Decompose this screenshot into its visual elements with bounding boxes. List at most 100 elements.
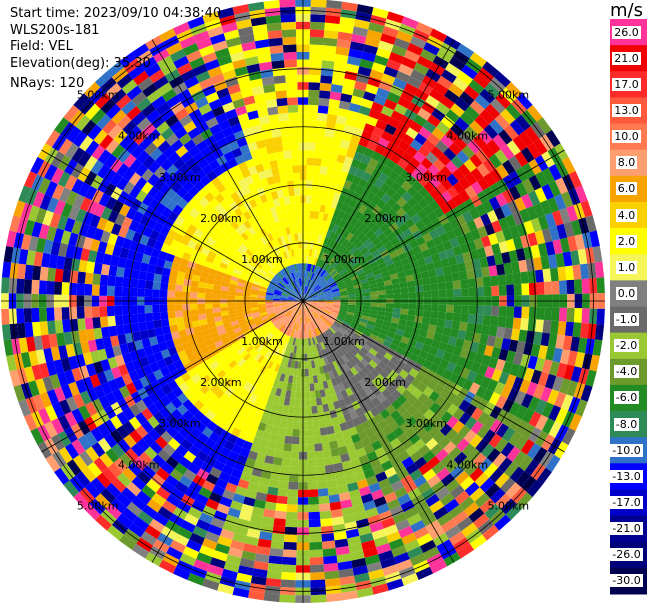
velocity-gate xyxy=(429,88,445,102)
velocity-gate xyxy=(135,412,148,426)
velocity-gate xyxy=(277,356,283,366)
velocity-gate xyxy=(425,239,436,249)
velocity-gate xyxy=(502,427,516,443)
velocity-gate xyxy=(257,297,266,300)
velocity-gate xyxy=(316,127,326,137)
velocity-gate xyxy=(122,352,133,364)
velocity-gate xyxy=(223,440,235,451)
velocity-gate xyxy=(230,427,242,438)
velocity-gate xyxy=(423,397,435,409)
velocity-gate xyxy=(309,29,325,38)
velocity-gate xyxy=(521,283,530,296)
velocity-gate xyxy=(227,295,236,300)
velocity-gate xyxy=(320,341,326,350)
velocity-gate xyxy=(266,570,282,580)
velocity-gate xyxy=(503,124,519,141)
velocity-gate xyxy=(395,70,411,83)
velocity-gate xyxy=(349,323,358,330)
velocity-gate xyxy=(306,436,315,445)
velocity-gate xyxy=(429,413,441,426)
velocity-gate xyxy=(415,236,426,246)
velocity-gate xyxy=(536,282,545,295)
velocity-gate xyxy=(467,314,477,324)
velocity-gate xyxy=(272,297,281,300)
velocity-gate xyxy=(457,262,467,273)
velocity-gate xyxy=(329,152,339,162)
velocity-gate xyxy=(358,223,367,233)
velocity-gates xyxy=(1,0,605,603)
velocity-gate xyxy=(159,304,168,313)
velocity-gate xyxy=(272,136,283,146)
velocity-gate xyxy=(323,236,329,246)
velocity-gate xyxy=(494,514,511,531)
velocity-gate xyxy=(144,446,158,460)
velocity-gate xyxy=(381,379,391,389)
velocity-gate xyxy=(323,348,329,357)
velocity-gate xyxy=(401,180,413,192)
velocity-gate xyxy=(319,315,326,322)
velocity-gate xyxy=(287,336,293,345)
velocity-gate xyxy=(198,341,208,350)
velocity-gate xyxy=(65,244,76,259)
velocity-gate xyxy=(555,252,565,268)
velocity-gate xyxy=(217,328,227,336)
velocity-gate xyxy=(240,324,249,331)
velocity-gate xyxy=(270,336,278,345)
velocity-gate xyxy=(308,225,313,234)
velocity-gate xyxy=(134,339,144,351)
velocity-gate xyxy=(114,276,124,287)
velocity-gate xyxy=(107,462,123,478)
velocity-gate xyxy=(416,533,433,547)
velocity-gate xyxy=(321,313,328,320)
velocity-gate xyxy=(310,203,316,212)
velocity-gate xyxy=(363,91,377,102)
velocity-gate xyxy=(377,232,387,242)
velocity-gate xyxy=(244,313,253,319)
velocity-gate xyxy=(422,139,436,152)
velocity-gate xyxy=(482,429,496,444)
velocity-gate xyxy=(117,334,127,346)
velocity-gate xyxy=(401,202,413,213)
velocity-gate xyxy=(192,268,202,277)
velocity-gate xyxy=(322,143,332,153)
velocity-gate xyxy=(351,400,361,410)
velocity-gate xyxy=(325,304,333,307)
velocity-gate xyxy=(332,322,341,329)
velocity-gate xyxy=(370,306,379,311)
velocity-gate xyxy=(48,254,58,269)
velocity-gate xyxy=(505,374,517,388)
velocity-gate xyxy=(279,0,296,8)
velocity-gate xyxy=(205,379,216,390)
velocity-gate xyxy=(410,169,423,181)
velocity-gate xyxy=(574,234,586,251)
velocity-gate xyxy=(455,214,467,227)
velocity-gate xyxy=(559,207,571,224)
velocity-gate xyxy=(132,260,142,271)
velocity-gate xyxy=(439,165,453,179)
velocity-gate xyxy=(547,197,560,213)
velocity-gate xyxy=(339,16,356,27)
velocity-gate xyxy=(399,421,411,433)
velocity-gate xyxy=(311,321,316,329)
velocity-gate xyxy=(307,306,313,313)
velocity-gate xyxy=(236,315,246,321)
velocity-gate xyxy=(321,282,328,289)
velocity-gate xyxy=(488,356,499,369)
velocity-gate xyxy=(229,316,238,323)
velocity-gate xyxy=(73,492,90,509)
velocity-gate xyxy=(435,243,446,254)
velocity-gate xyxy=(296,315,300,323)
velocity-gate xyxy=(387,117,401,129)
velocity-gate xyxy=(133,456,148,471)
velocity-gate xyxy=(446,403,459,416)
velocity-gate xyxy=(278,324,285,331)
velocity-gate xyxy=(372,126,385,138)
velocity-gate xyxy=(360,437,372,448)
velocity-gate xyxy=(461,64,478,80)
velocity-gate xyxy=(307,142,316,151)
velocity-gate xyxy=(431,304,439,312)
velocity-gate xyxy=(301,316,303,324)
velocity-gate xyxy=(306,180,313,189)
velocity-gate xyxy=(277,348,283,357)
velocity-gate xyxy=(329,327,336,334)
